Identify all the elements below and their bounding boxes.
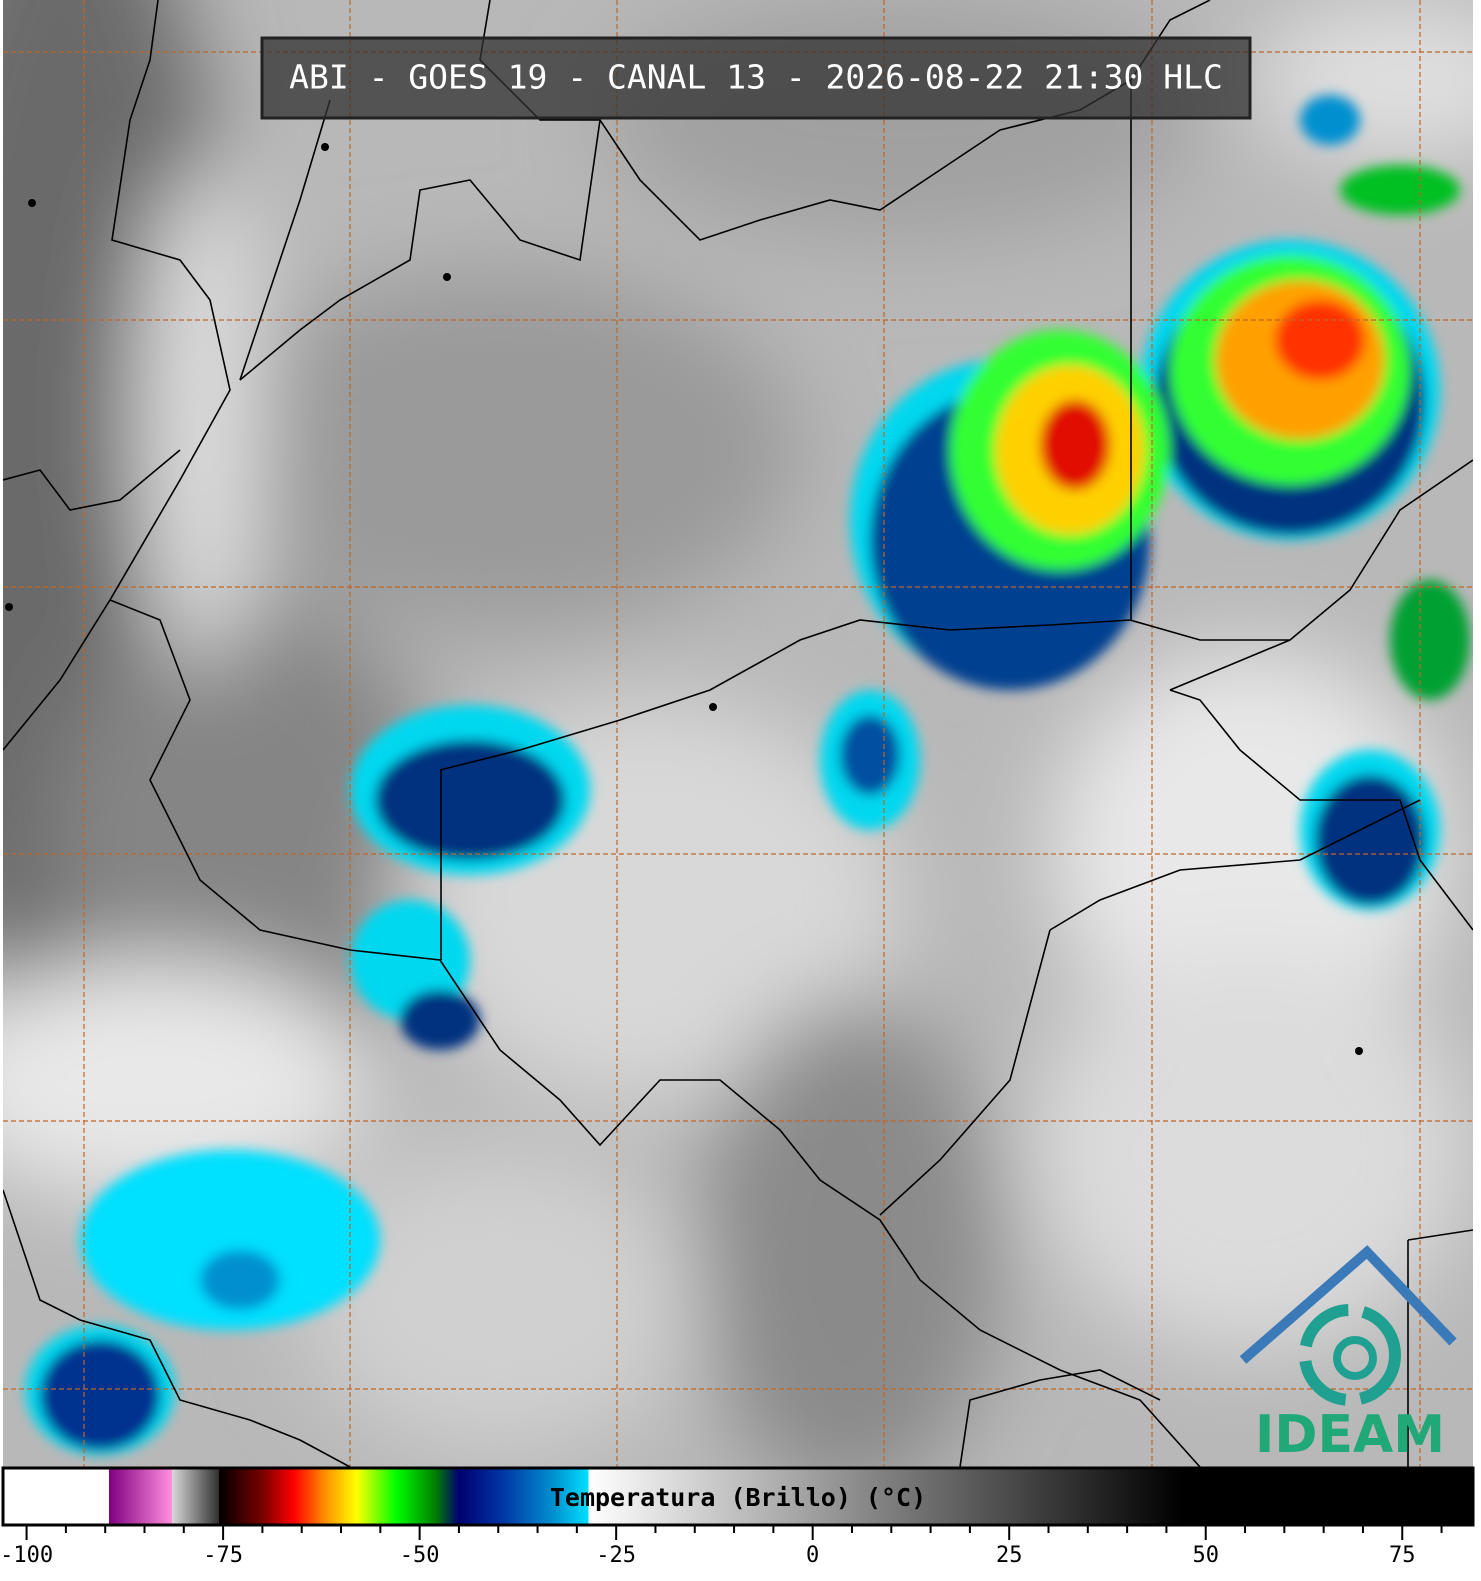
logo-text: IDEAM [1255, 1405, 1445, 1465]
map: ABI - GOES 19 - CANAL 13 - 2026-08-22 21… [3, 0, 1473, 1467]
tick-label: -50 [400, 1543, 440, 1568]
borders [3, 0, 1473, 1467]
tick-label: 50 [1192, 1543, 1219, 1568]
colorbar-label: Temperatura (Brillo) (°C) [550, 1483, 926, 1512]
title-box [260, 36, 1252, 120]
tick-label: 75 [1389, 1543, 1416, 1568]
title: ABI - GOES 19 - CANAL 13 - 2026-08-22 21… [289, 58, 1223, 97]
tick-label: -100 [0, 1543, 53, 1568]
logo-mark [1239, 1245, 1457, 1406]
tick-label: -75 [203, 1543, 243, 1568]
cities [5, 143, 1363, 1055]
colorbar [1, 1466, 1475, 1527]
tick-label: 25 [996, 1543, 1023, 1568]
tick-label: 0 [806, 1543, 819, 1568]
tick-label: -25 [596, 1543, 636, 1568]
